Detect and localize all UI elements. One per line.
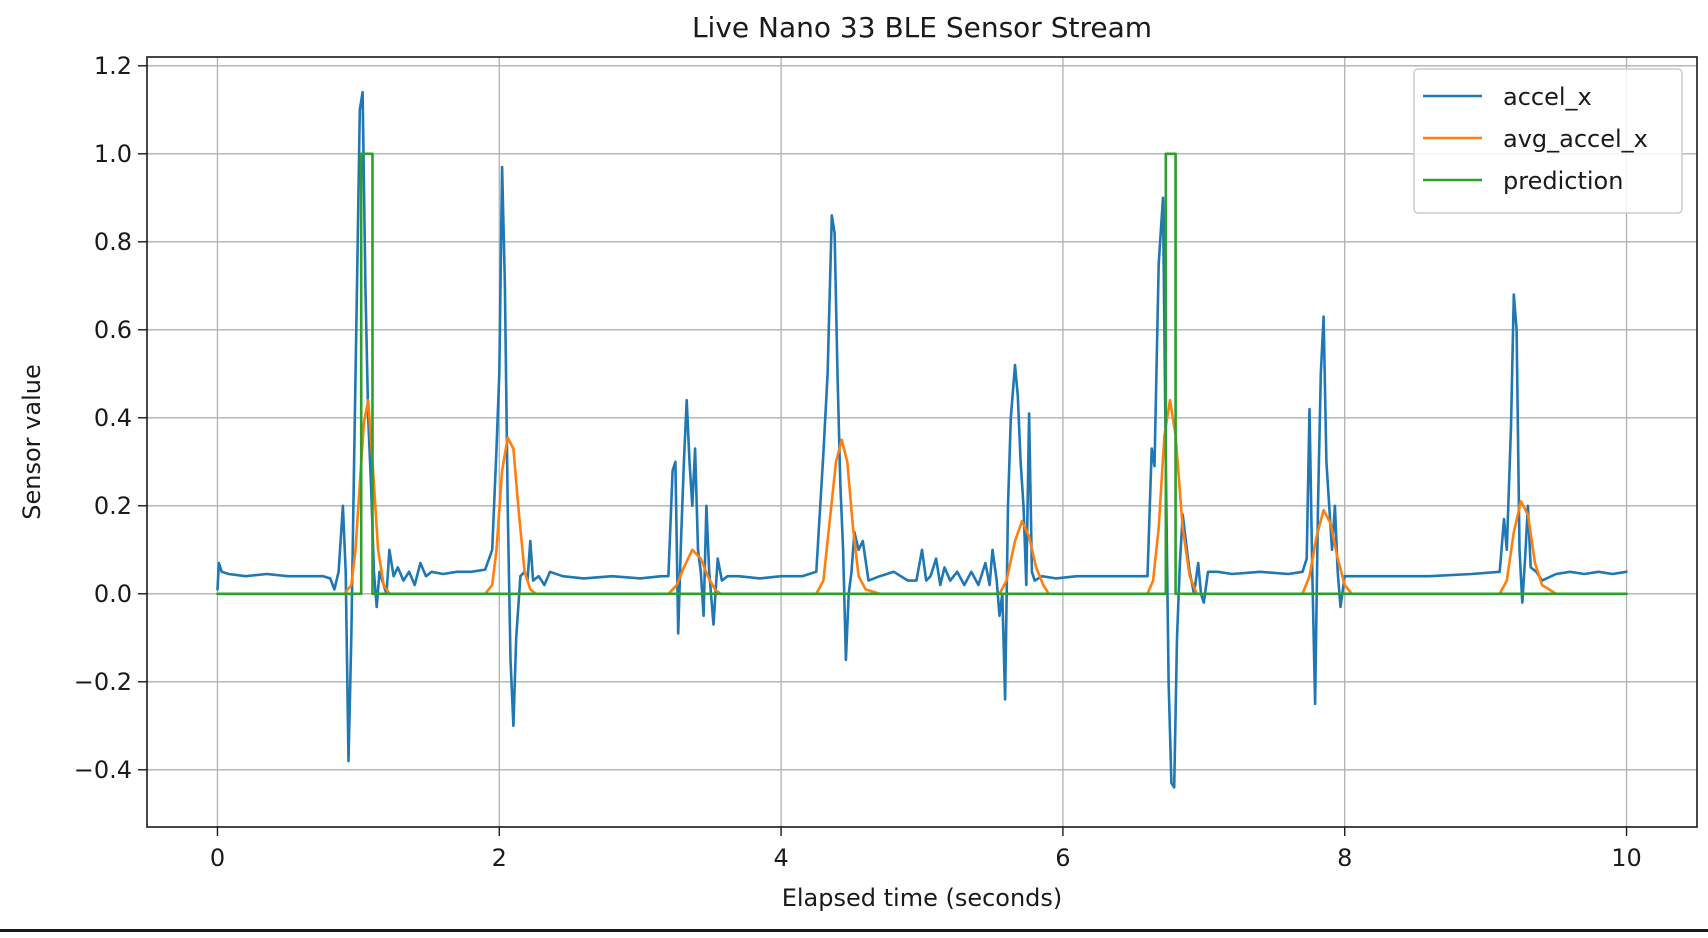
y-tick-label: −0.2 [74, 668, 132, 696]
y-axis-label: Sensor value [18, 364, 46, 519]
legend: accel_x avg_accel_x prediction [1413, 68, 1683, 214]
x-tick-label: 4 [773, 844, 788, 872]
plot-frame [146, 56, 1698, 828]
chart-title: Live Nano 33 BLE Sensor Stream [692, 11, 1152, 44]
series-line-prediction [216, 152, 1628, 596]
legend-label-prediction: prediction [1503, 167, 1623, 195]
x-tick-label: 8 [1337, 844, 1352, 872]
bottom-rule [0, 929, 1708, 932]
axis-ticks: 0 2 4 6 8 10 −0.4 −0.2 0.0 0.2 0.4 0.6 0.8 1.0 1.2 [74, 52, 1642, 872]
x-tick-label: 0 [210, 844, 225, 872]
x-tick-label: 6 [1055, 844, 1070, 872]
x-tick-label: 10 [1611, 844, 1642, 872]
plot-series [216, 90, 1628, 789]
x-tick-label: 2 [492, 844, 507, 872]
x-axis-label: Elapsed time (seconds) [782, 884, 1063, 912]
series-line-accel-x [216, 90, 1628, 789]
legend-label-accel-x: accel_x [1503, 83, 1592, 111]
y-tick-label: −0.4 [74, 756, 132, 784]
y-tick-label: 0.0 [94, 580, 132, 608]
y-tick-label: 1.2 [94, 52, 132, 80]
series-line-avg-accel-x [216, 398, 1628, 596]
y-tick-label: 0.2 [94, 492, 132, 520]
y-tick-label: 0.4 [94, 404, 132, 432]
legend-label-avg-accel-x: avg_accel_x [1503, 125, 1648, 153]
y-tick-label: 1.0 [94, 140, 132, 168]
legend-box [1413, 68, 1683, 214]
y-tick-label: 0.6 [94, 316, 132, 344]
y-tick-label: 0.8 [94, 228, 132, 256]
